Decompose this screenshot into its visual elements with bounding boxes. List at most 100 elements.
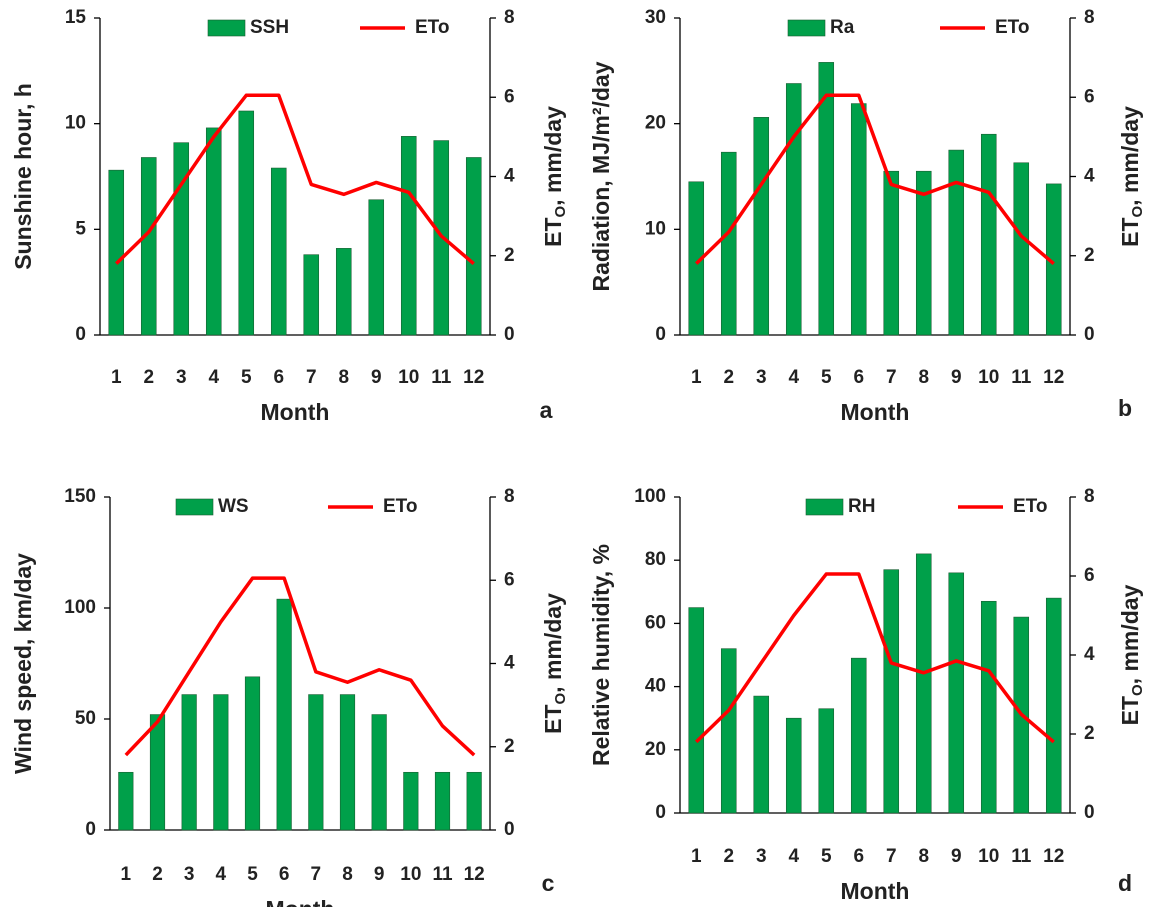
y2-tick-label: 4	[504, 653, 515, 674]
bar	[308, 694, 324, 831]
x-tick-label: 2	[143, 367, 154, 388]
bar	[303, 254, 320, 336]
y-tick-label: 50	[75, 708, 96, 729]
x-tick-label: 12	[1043, 367, 1064, 388]
x-tick-label: 1	[121, 864, 132, 885]
bar	[403, 771, 419, 831]
bar	[213, 694, 229, 831]
x-tick-label: 12	[464, 864, 485, 885]
x-tick-label: 7	[306, 367, 317, 388]
x-tick-label: 5	[247, 864, 258, 885]
bar	[173, 142, 190, 336]
x-tick-label: 6	[273, 367, 284, 388]
y2-title-sub: O	[1129, 206, 1146, 218]
bar	[244, 676, 261, 831]
x-axis-title: Month	[266, 896, 335, 907]
y2-tick-label: 2	[1084, 723, 1095, 744]
x-tick-label: 6	[853, 846, 864, 867]
bar	[915, 553, 932, 814]
panel-label: c	[542, 870, 555, 896]
x-tick-label: 12	[463, 367, 484, 388]
y2-title-main: ET	[1117, 218, 1143, 247]
y-tick-label: 15	[65, 7, 87, 28]
x-tick-label: 9	[951, 846, 962, 867]
y-tick-label: 100	[64, 597, 96, 618]
y-tick-label: 20	[645, 113, 666, 134]
panel-label: a	[540, 397, 553, 423]
bar	[368, 199, 385, 336]
legend-label: ETo	[415, 17, 449, 38]
y2-tick-label: 6	[1084, 565, 1095, 586]
bar	[948, 572, 965, 814]
x-tick-label: 12	[1043, 846, 1064, 867]
y-tick-label: 20	[645, 739, 666, 760]
panel-label: b	[1118, 395, 1132, 421]
x-tick-label: 1	[691, 367, 702, 388]
x-tick-label: 3	[184, 864, 195, 885]
x-tick-label: 1	[111, 367, 122, 388]
y2-tick-label: 2	[504, 245, 515, 266]
y2-tick-label: 8	[1084, 7, 1095, 28]
line	[115, 93, 475, 266]
bar	[276, 598, 292, 831]
y2-tick-label: 6	[504, 86, 515, 107]
x-tick-label: 6	[279, 864, 290, 885]
y2-title-rest: , mm/day	[540, 106, 566, 206]
bar	[850, 103, 867, 336]
y2-title-sub: O	[1129, 684, 1146, 696]
y2-axis-title: ETO, mm/day	[1117, 584, 1146, 725]
y2-tick-label: 8	[504, 7, 515, 28]
y-axis-title: Radiation, MJ/m²/day	[588, 61, 614, 291]
x-tick-label: 9	[371, 367, 382, 388]
x-tick-label: 11	[1011, 367, 1032, 388]
bar	[434, 771, 451, 831]
legend-swatch	[787, 19, 826, 37]
x-tick-label: 8	[338, 367, 349, 388]
x-tick-label: 7	[886, 367, 897, 388]
x-tick-label: 2	[152, 864, 163, 885]
legend-label: Ra	[830, 17, 855, 38]
y-tick-label: 100	[634, 486, 666, 507]
y2-title-rest: , mm/day	[540, 593, 566, 693]
x-tick-label: 5	[821, 367, 832, 388]
bar	[149, 714, 166, 831]
x-tick-label: 8	[918, 846, 929, 867]
x-tick-label: 1	[691, 846, 702, 867]
y-tick-label: 80	[645, 549, 666, 570]
y-axis-title: Relative humidity, %	[588, 544, 614, 766]
bar	[108, 169, 125, 336]
x-tick-label: 11	[1011, 846, 1032, 867]
bar	[720, 648, 737, 814]
bar	[948, 149, 965, 336]
legend-swatch	[207, 19, 246, 37]
bar	[980, 133, 997, 336]
y2-tick-label: 6	[1084, 86, 1095, 107]
y2-axis-title: ETO, mm/day	[1117, 106, 1146, 247]
y2-title-rest: , mm/day	[1117, 106, 1143, 206]
bar	[400, 136, 417, 336]
x-tick-label: 4	[216, 864, 227, 885]
bar	[753, 695, 770, 814]
x-tick-label: 2	[723, 367, 734, 388]
bar	[883, 569, 900, 814]
line	[695, 572, 1055, 744]
bar	[785, 717, 802, 814]
bar	[339, 694, 356, 831]
y2-tick-label: 8	[1084, 486, 1095, 507]
y2-title-main: ET	[1117, 696, 1143, 725]
x-tick-label: 9	[374, 864, 385, 885]
y-tick-label: 10	[65, 113, 86, 134]
x-axis-title: Month	[841, 399, 910, 425]
x-tick-label: 2	[723, 846, 734, 867]
x-tick-label: 11	[431, 367, 452, 388]
bar	[720, 151, 737, 336]
y-tick-label: 0	[655, 324, 666, 345]
y-tick-label: 150	[64, 486, 96, 507]
x-tick-label: 4	[208, 367, 219, 388]
bar	[1013, 162, 1030, 336]
legend-swatch	[175, 498, 214, 516]
x-tick-label: 10	[978, 367, 999, 388]
legend-label: ETo	[1013, 496, 1047, 517]
x-tick-label: 10	[400, 864, 421, 885]
y-tick-label: 10	[645, 218, 666, 239]
